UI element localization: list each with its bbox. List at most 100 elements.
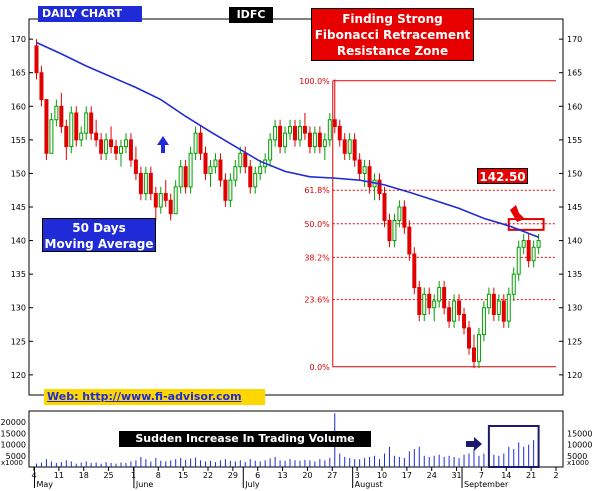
date-tick-label: 18 [79, 471, 89, 480]
candle-body [158, 193, 163, 208]
candle-body [312, 132, 317, 148]
candle-body [188, 152, 193, 188]
candle-body [437, 287, 442, 302]
price-tick-label-right: 130 [567, 304, 582, 313]
candle-body [238, 152, 243, 168]
candle-body [417, 287, 422, 315]
volume-tick-label-right: 15000 [567, 429, 592, 438]
volume-tick-label-right: 10000 [567, 441, 592, 450]
candle-body [64, 125, 69, 148]
date-tick-label: 3 [355, 471, 360, 480]
candle-body [467, 327, 471, 349]
candle-body [143, 172, 148, 195]
date-tick-label: 31 [451, 471, 461, 480]
title-line-2: Fibonacci Retracement [314, 28, 471, 42]
candle-body [178, 166, 183, 188]
candle-body [109, 139, 114, 148]
candle-body [501, 300, 506, 322]
ma-label-line-1: 50 Days [72, 221, 126, 235]
candle-body [516, 246, 521, 275]
date-tick-label: 29 [228, 471, 238, 480]
volume-unit-label-right: x1000 [567, 459, 589, 467]
candle-body [397, 206, 402, 221]
website-link[interactable]: Web: http://www.fi-advisor.com [44, 389, 265, 405]
candle-body [278, 125, 283, 148]
candle-body [297, 125, 302, 141]
candle-body [412, 253, 417, 289]
candle-body [99, 139, 104, 154]
candle-body [462, 313, 467, 329]
candle-body [442, 287, 447, 309]
candle-body [273, 125, 278, 141]
price-tick-label-right: 155 [567, 136, 582, 145]
chart-title-box: Finding Strong Fibonacci Retracement Res… [311, 8, 474, 61]
volume-tick-label-left: 10000 [1, 441, 26, 450]
candle-body [198, 132, 203, 154]
candle-body [407, 226, 412, 255]
candle-body [163, 193, 168, 201]
candle-body [288, 125, 293, 134]
date-tick-label: 6 [255, 471, 260, 480]
date-tick-label: 22 [203, 471, 213, 480]
candle-body [248, 166, 253, 188]
date-tick-label: 8 [156, 471, 161, 480]
candle-body [317, 132, 322, 148]
candle-body [476, 334, 481, 362]
candle-body [253, 172, 258, 188]
candle-body [342, 139, 347, 154]
date-tick-label: 24 [427, 471, 437, 480]
candle-body [49, 119, 54, 154]
candle-body [44, 99, 49, 154]
price-tick-label-right: 160 [567, 102, 582, 111]
price-tick-label-left: 120 [11, 371, 26, 380]
candle-body [183, 166, 188, 188]
candle-body [208, 166, 213, 174]
candle-body [471, 347, 476, 362]
price-tick-label-left: 130 [11, 304, 26, 313]
date-tick-label: 15 [178, 471, 188, 480]
date-tick-label: 25 [103, 471, 113, 480]
candle-body [153, 193, 158, 208]
candle-body [392, 219, 397, 242]
candle-body [427, 293, 432, 309]
date-tick-label: 10 [377, 471, 387, 480]
candle-body [531, 246, 536, 262]
fib-level-label: 0.0% [309, 363, 330, 372]
volume-tick-label-right: 5000 [567, 452, 587, 461]
candle-body [362, 166, 367, 174]
price-tick-label-right: 125 [567, 337, 582, 346]
ma-50-line [36, 41, 539, 238]
price-tick-label-left: 170 [11, 35, 26, 44]
candle-body [69, 112, 74, 148]
price-tick-label-left: 155 [11, 136, 26, 145]
date-tick-label: 7 [479, 471, 484, 480]
candle-body [302, 125, 307, 134]
candle-body [203, 152, 208, 174]
price-tick-label-right: 165 [567, 69, 582, 78]
price-tick-label-right: 170 [567, 35, 582, 44]
candle-body [84, 112, 89, 134]
title-line-3: Resistance Zone [336, 44, 449, 58]
candle-body [521, 240, 526, 248]
axes: 120 120 125 125 130 130 135 135 140 140 145 145 150 1… [1, 35, 593, 489]
date-tick-label: 14 [501, 471, 511, 480]
resistance-zone-box [507, 218, 545, 231]
month-label: July [244, 480, 260, 489]
candle-body [89, 112, 94, 134]
volume-note-label: Sudden Increase In Trading Volume [119, 431, 371, 447]
candle-body [322, 139, 327, 148]
candle-body [526, 240, 531, 262]
candle-body [402, 206, 407, 228]
moving-average-label: 50 Days Moving Average [42, 218, 156, 252]
chart-period-label: DAILY CHART [38, 6, 142, 22]
candle-body [387, 219, 392, 242]
candle-body [457, 300, 462, 315]
price-tick-label-left: 160 [11, 102, 26, 111]
candle-body [104, 139, 109, 154]
candle-body [452, 300, 457, 322]
candle-body [367, 166, 372, 188]
candle-body [233, 166, 238, 181]
candle-body [377, 179, 382, 195]
date-tick-label: 17 [402, 471, 412, 480]
candle-body [307, 132, 312, 148]
